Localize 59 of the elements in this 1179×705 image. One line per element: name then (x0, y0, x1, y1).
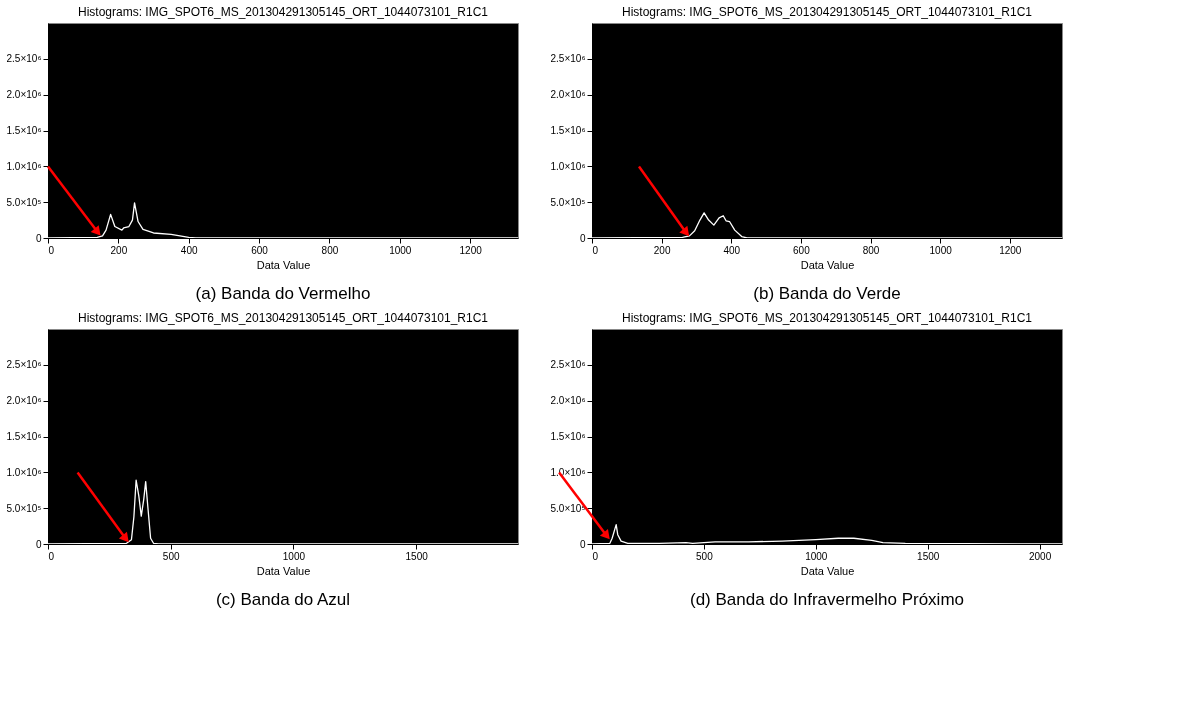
y-tick-label: 5.0×10⁵ (550, 196, 586, 208)
x-tick-label: 1000 (929, 244, 953, 256)
chart-title: Histograms: IMG_SPOT6_MS_201304291305145_ORT_1044073101_R1C1 (77, 5, 489, 19)
x-tick-label: 1000 (389, 244, 412, 256)
chart-title: Histograms: IMG_SPOT6_MS_201304291305145_ORT_1044073101_R1C1 (621, 5, 1033, 19)
y-tick-label: 2.5×10⁶ (550, 53, 586, 65)
x-tick-label: 400 (180, 244, 198, 256)
x-tick-label: 1000 (282, 550, 306, 562)
x-tick-label: 500 (696, 550, 714, 562)
chart-title: Histograms: IMG_SPOT6_MS_201304291305145_ORT_1044073101_R1C1 (621, 311, 1033, 325)
x-tick-label: 600 (251, 244, 269, 256)
y-tick-label: 2.0×10⁶ (550, 395, 586, 407)
y-tick-label: 5.0×10⁵ (550, 502, 586, 514)
y-tick-label: 5.0×10⁵ (6, 196, 42, 208)
y-tick-label: 0 (579, 232, 586, 244)
y-tick-label: 2.0×10⁶ (550, 89, 586, 101)
y-tick-label: 1.0×10⁶ (550, 160, 586, 172)
y-tick-label: 1.5×10⁶ (550, 431, 586, 442)
y-tick-label: 2.5×10⁶ (6, 359, 42, 371)
x-tick-label: 800 (862, 244, 880, 256)
y-tick-label: 1.5×10⁶ (6, 431, 42, 442)
x-axis-title: Data Value (800, 258, 855, 271)
x-tick-label: 1000 (805, 550, 828, 562)
text: (b) Banda do Verde (753, 284, 901, 303)
x-tick-label: 1200 (999, 244, 1022, 256)
x-axis-title: Data Value (800, 564, 855, 577)
x-tick-label: 200 (653, 244, 671, 256)
y-tick-label: 0 (579, 538, 586, 550)
y-tick-label: 1.0×10⁶ (6, 160, 42, 172)
x-tick-label: 0 (592, 550, 599, 562)
x-tick-label: 0 (592, 244, 599, 256)
y-tick-label: 1.5×10⁶ (550, 125, 586, 136)
x-tick-label: 600 (793, 244, 811, 256)
y-tick-label: 1.5×10⁶ (6, 125, 42, 136)
x-tick-label: 0 (48, 550, 55, 562)
y-tick-label: 2.0×10⁶ (6, 89, 42, 101)
x-tick-label: 1500 (917, 550, 940, 562)
x-tick-label: 2000 (1028, 550, 1052, 562)
x-axis-title: Data Value (256, 564, 311, 577)
y-tick-label: 0 (35, 232, 42, 244)
y-tick-label: 0 (35, 538, 42, 550)
x-tick-label: 1200 (459, 244, 483, 256)
x-tick-label: 500 (162, 550, 180, 562)
x-tick-label: 0 (48, 244, 55, 256)
x-tick-label: 200 (110, 244, 128, 256)
y-tick-label: 5.0×10⁵ (6, 502, 42, 514)
text: (a) Banda do Vermelho (195, 284, 371, 303)
text: (d) Banda do Infravermelho Próximo (689, 590, 965, 609)
y-tick-label: 2.5×10⁶ (550, 359, 586, 371)
x-axis-title: Data Value (256, 258, 311, 271)
x-tick-label: 400 (723, 244, 741, 256)
x-tick-label: 800 (321, 244, 339, 256)
text: (c) Banda do Azul (215, 590, 351, 609)
y-tick-label: 1.0×10⁶ (550, 466, 586, 478)
y-tick-label: 2.0×10⁶ (6, 395, 42, 407)
y-tick-label: 2.5×10⁶ (6, 53, 42, 65)
chart-title: Histograms: IMG_SPOT6_MS_201304291305145_ORT_1044073101_R1C1 (77, 311, 489, 325)
x-tick-label: 1500 (405, 550, 429, 562)
y-tick-label: 1.0×10⁶ (6, 466, 42, 478)
